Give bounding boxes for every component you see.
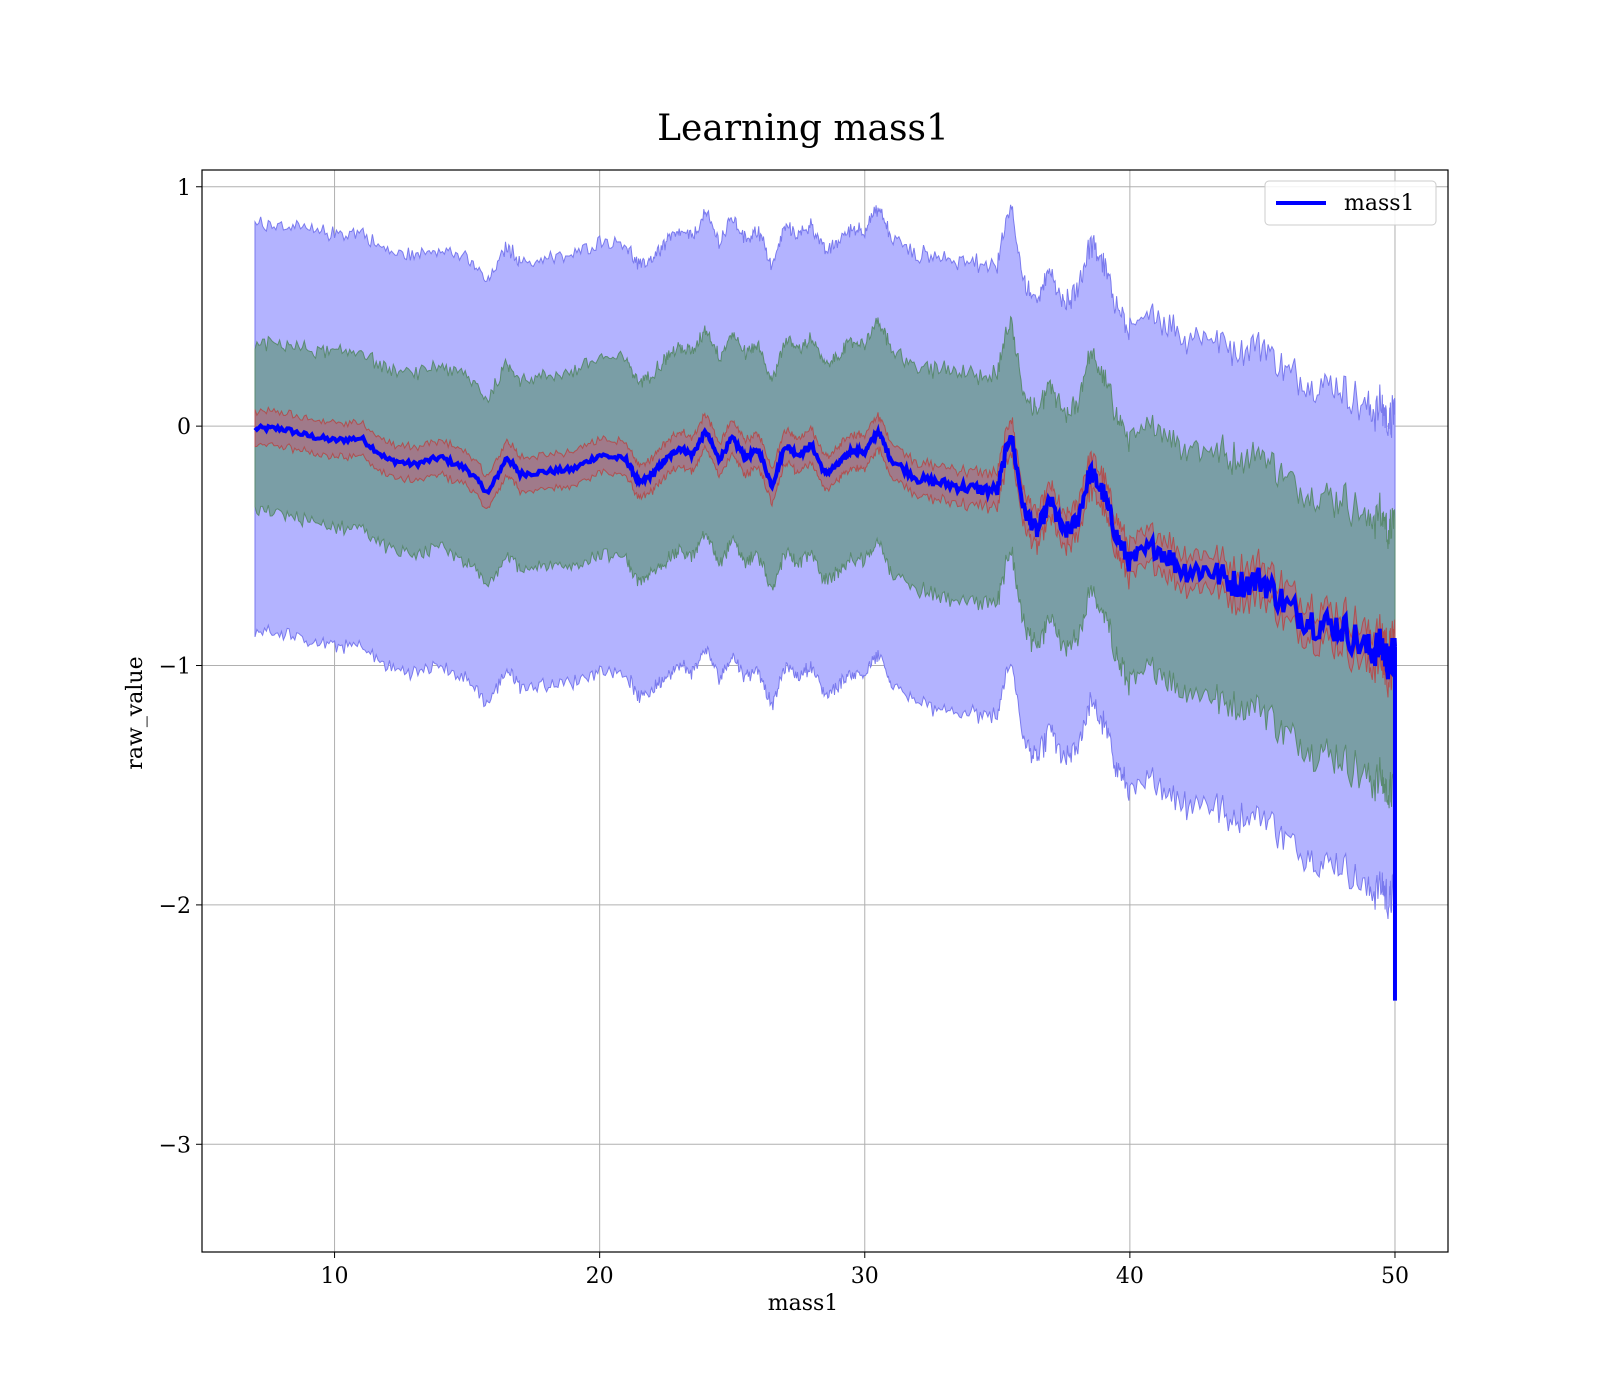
- y-axis-ticks: 1 0 −1 −2 −3: [159, 176, 202, 1158]
- x-axis-label: mass1: [768, 1291, 839, 1316]
- plot-frame: [201, 169, 1449, 1253]
- x-axis-ticks: 10 20 30 40 50: [321, 1252, 1409, 1289]
- x-tick-label: 50: [1381, 1264, 1409, 1289]
- chart-title: Learning mass1: [657, 108, 949, 149]
- y-axis-label: raw_value: [123, 656, 148, 769]
- y-tick-label: −1: [159, 655, 191, 680]
- y-tick-label: −2: [159, 894, 191, 919]
- series-line-mass1: [253, 422, 1397, 680]
- legend-entry-mass1: mass1: [1344, 191, 1415, 216]
- x-tick-label: 20: [586, 1264, 614, 1289]
- y-tick-label: 0: [177, 415, 191, 440]
- y-tick-label: 1: [177, 176, 191, 201]
- y-tick-label: −3: [159, 1133, 191, 1158]
- legend: mass1: [1264, 180, 1437, 226]
- legend-box: [1264, 180, 1437, 226]
- x-tick-label: 40: [1116, 1264, 1144, 1289]
- x-tick-label: 30: [851, 1264, 879, 1289]
- confidence-bands: [254, 204, 1396, 920]
- x-tick-label: 10: [321, 1264, 349, 1289]
